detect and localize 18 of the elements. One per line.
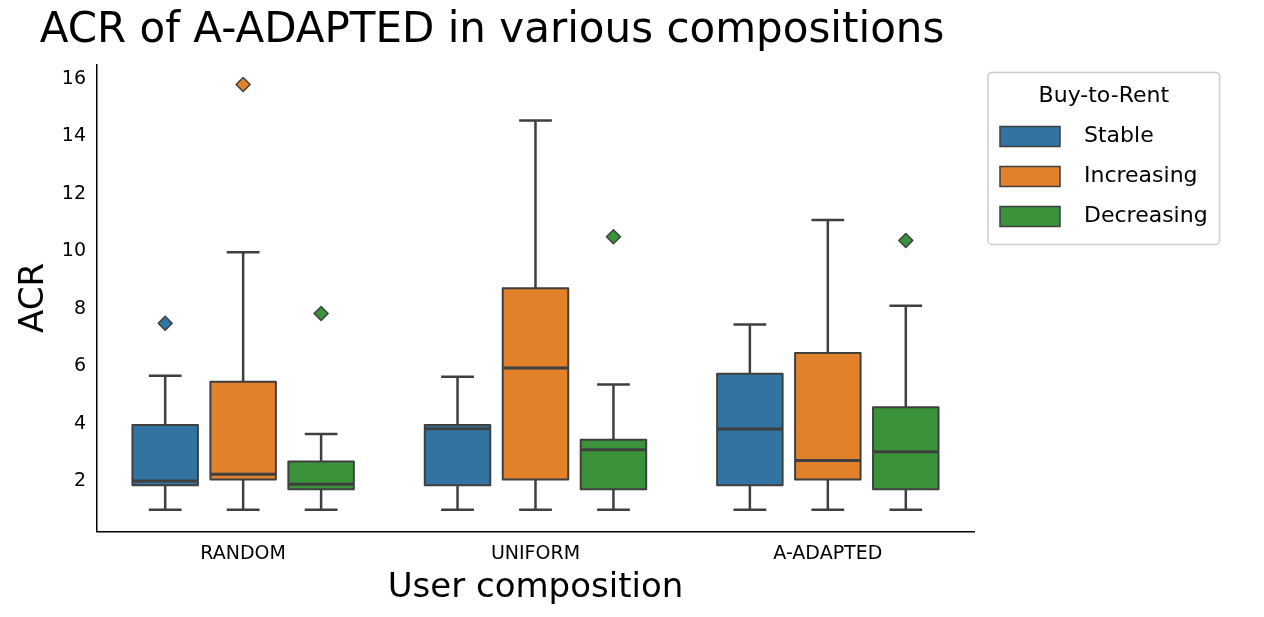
y-tick-label: 6 <box>73 353 86 376</box>
legend-label: Decreasing <box>1084 202 1208 228</box>
legend-label: Increasing <box>1084 162 1198 188</box>
y-tick-label: 8 <box>73 295 86 318</box>
y-axis-title: ACR <box>11 262 52 333</box>
y-tick-label: 16 <box>61 65 86 88</box>
y-tick-label: 12 <box>61 180 86 203</box>
y-tick-label: 14 <box>61 123 86 146</box>
y-tick-label: 2 <box>73 468 86 491</box>
y-tick-label: 10 <box>61 238 86 261</box>
x-tick-label: RANDOM <box>200 540 286 563</box>
legend-title: Buy-to-Rent <box>1038 82 1170 108</box>
x-tick-label: A-ADAPTED <box>773 540 883 563</box>
x-tick-label: UNIFORM <box>490 540 581 563</box>
x-axis-title: User composition <box>387 565 684 606</box>
y-tick-label: 4 <box>73 410 86 433</box>
chart-title: ACR of A-ADAPTED in various compositions <box>39 3 945 53</box>
legend-label: Stable <box>1084 122 1154 148</box>
